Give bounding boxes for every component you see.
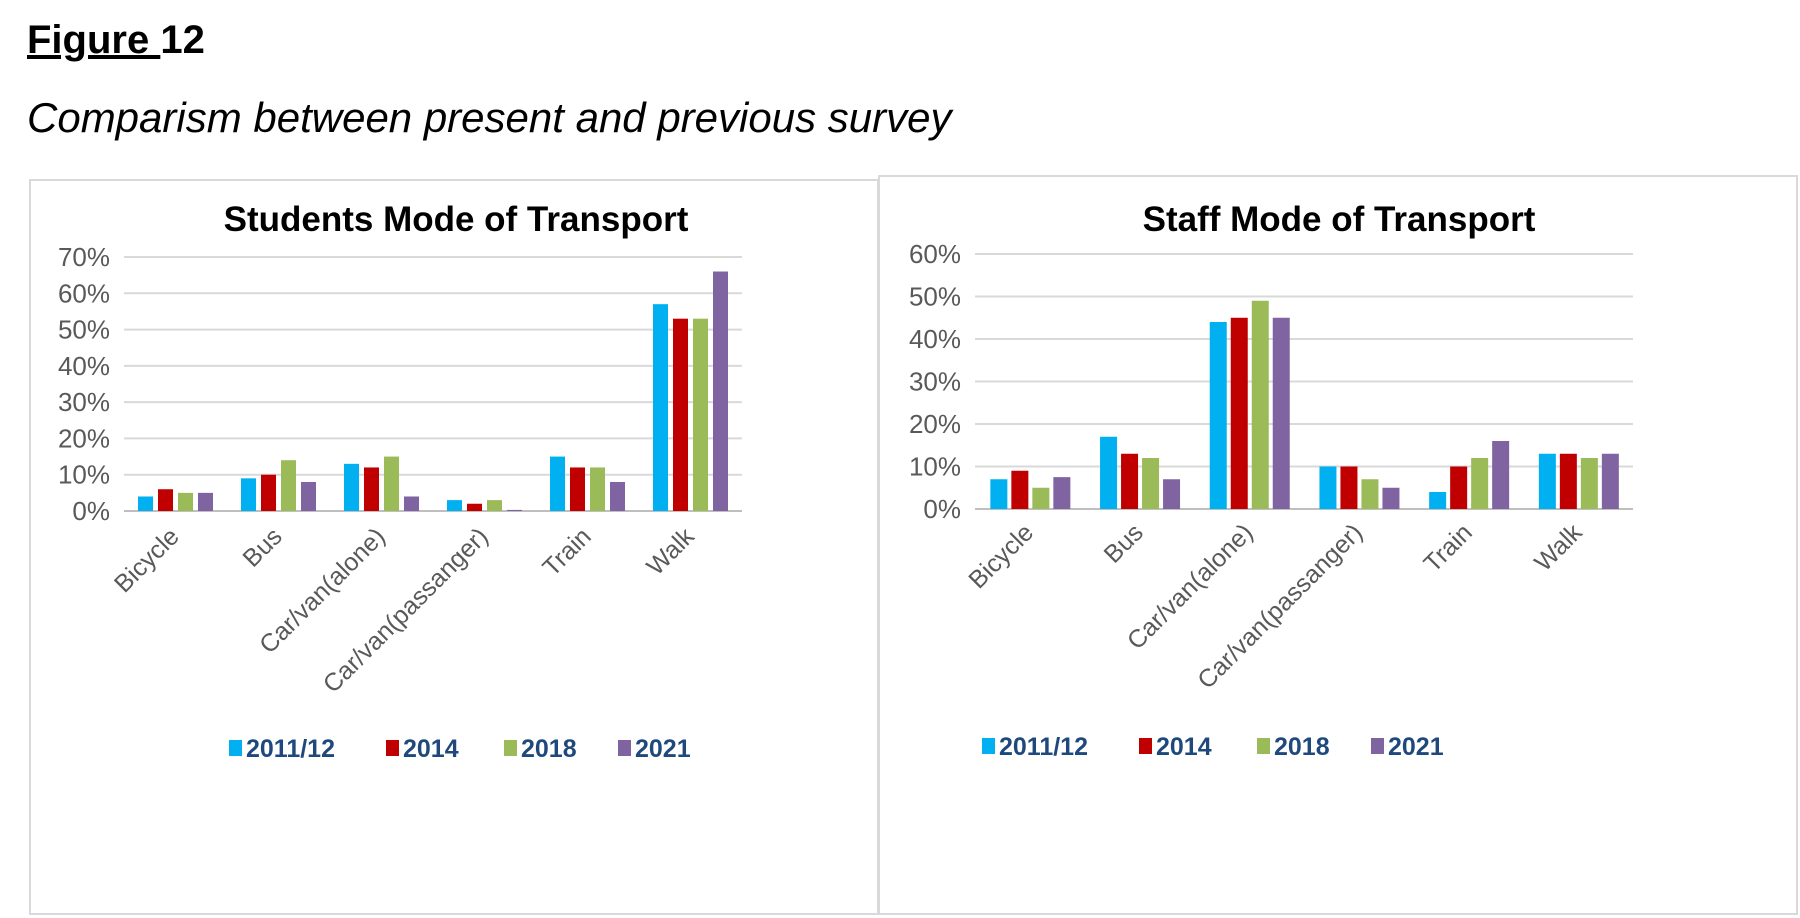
staff-x-tick-label: Train — [1418, 518, 1477, 577]
staff-bar-bus-2011-12 — [1100, 436, 1118, 509]
students-x-tick-label: Train — [537, 522, 596, 581]
students-bar-car-van-passanger-2021 — [507, 509, 522, 511]
figure-label: Figure 12 — [27, 18, 205, 63]
students-legend-label: 2014 — [403, 735, 459, 763]
staff-y-tick-label: 50% — [909, 282, 961, 312]
staff-chart-panel: Staff Mode of Transport 0% 10% 20% 30% 40% 50%… — [878, 175, 1798, 915]
staff-bar-bus-2021 — [1163, 479, 1181, 509]
staff-bar-train-2021 — [1492, 441, 1510, 509]
staff-y-tick-label: 10% — [909, 452, 961, 482]
students-legend-label: 2018 — [521, 735, 577, 763]
students-y-tick-label: 60% — [58, 278, 110, 308]
staff-bar-train-2011-12 — [1429, 492, 1447, 509]
staff-legend-swatch-2014 — [1139, 738, 1152, 754]
staff-bar-bicycle-2011-12 — [990, 479, 1008, 509]
students-y-tick-label: 20% — [58, 423, 110, 453]
students-bar-train-2011-12 — [550, 456, 565, 511]
students-bar-car-van-alone-2018 — [384, 456, 399, 511]
students-x-tick-label: Bicycle — [109, 522, 185, 598]
staff-bar-bicycle-2021 — [1053, 477, 1071, 509]
staff-bar-bus-2014 — [1121, 453, 1139, 509]
students-bar-train-2014 — [570, 467, 585, 511]
staff-y-tick-label: 30% — [909, 367, 961, 397]
students-legend-swatch-2018 — [504, 740, 517, 756]
students-y-tick-label: 10% — [58, 460, 110, 490]
staff-legend-swatch-2021 — [1371, 738, 1384, 754]
students-bar-bus-2021 — [301, 481, 316, 511]
staff-y-tick-label: 0% — [923, 494, 961, 524]
staff-bar-train-2014 — [1450, 466, 1468, 509]
staff-chart-title: Staff Mode of Transport — [1143, 200, 1536, 239]
students-bar-train-2021 — [610, 481, 625, 511]
students-bar-bicycle-2011-12 — [138, 496, 153, 511]
staff-bar-car-van-alone-2014 — [1230, 317, 1248, 509]
students-x-tick-label: Bus — [237, 522, 287, 572]
students-bar-bicycle-2018 — [178, 492, 193, 511]
staff-bar-car-van-passanger-2011-12 — [1319, 466, 1337, 509]
staff-bar-bicycle-2018 — [1032, 487, 1050, 509]
staff-legend-label: 2021 — [1388, 733, 1444, 761]
staff-bar-car-van-passanger-2018 — [1361, 479, 1379, 509]
staff-x-tick-label: Bicycle — [963, 518, 1039, 594]
staff-bar-car-van-passanger-2021 — [1382, 487, 1400, 509]
students-chart: Students Mode of Transport 0% 10% 20% 30% 40%… — [58, 200, 742, 763]
students-bar-train-2018 — [590, 467, 605, 511]
students-bar-bicycle-2014 — [158, 489, 173, 511]
staff-bar-walk-2018 — [1580, 458, 1598, 509]
staff-legend-label: 2014 — [1156, 733, 1212, 761]
students-bar-car-van-alone-2011-12 — [344, 463, 359, 511]
staff-bar-car-van-alone-2021 — [1272, 317, 1290, 509]
students-bar-car-van-passanger-2018 — [487, 500, 502, 511]
students-y-tick-label: 30% — [58, 387, 110, 417]
staff-bar-bus-2018 — [1142, 458, 1160, 509]
students-bar-car-van-passanger-2011-12 — [447, 500, 462, 511]
staff-x-tick-label: Walk — [1529, 518, 1588, 577]
students-bar-walk-2021 — [713, 271, 728, 511]
staff-bar-walk-2021 — [1601, 453, 1619, 509]
staff-bar-bicycle-2014 — [1011, 470, 1029, 509]
students-bar-bus-2018 — [281, 460, 296, 511]
students-y-tick-label: 40% — [58, 351, 110, 381]
staff-bar-walk-2014 — [1559, 453, 1577, 509]
staff-y-tick-label: 20% — [909, 409, 961, 439]
students-y-tick-label: 0% — [72, 496, 110, 526]
staff-bar-car-van-passanger-2014 — [1340, 466, 1358, 509]
students-chart-title: Students Mode of Transport — [224, 200, 689, 239]
students-legend-label: 2021 — [635, 735, 691, 763]
students-bar-walk-2011-12 — [653, 304, 668, 511]
students-bar-car-van-alone-2014 — [364, 467, 379, 511]
students-legend-swatch-2014 — [386, 740, 399, 756]
staff-chart: Staff Mode of Transport 0% 10% 20% 30% 40% 50%… — [909, 200, 1633, 761]
students-chart-panel: Students Mode of Transport 0% 10% 20% 30% 40%… — [29, 179, 879, 915]
staff-y-tick-label: 60% — [909, 239, 961, 269]
students-y-tick-label: 70% — [58, 242, 110, 272]
students-x-tick-label: Walk — [641, 522, 700, 581]
students-legend-swatch-2011-12 — [229, 740, 242, 756]
students-legend-label: 2011/12 — [246, 735, 335, 763]
students-bar-walk-2018 — [693, 318, 708, 511]
students-bar-bus-2011-12 — [241, 478, 256, 511]
students-bar-walk-2014 — [673, 318, 688, 511]
staff-legend-label: 2018 — [1274, 733, 1330, 761]
students-bar-car-van-alone-2021 — [404, 496, 419, 511]
staff-legend-label: 2011/12 — [999, 733, 1088, 761]
staff-legend-swatch-2011-12 — [982, 738, 995, 754]
staff-x-tick-label: Bus — [1099, 518, 1149, 568]
staff-bar-walk-2011-12 — [1538, 453, 1556, 509]
staff-bar-train-2018 — [1471, 458, 1489, 509]
figure-subtitle: Comparism between present and previous s… — [27, 94, 952, 141]
staff-y-tick-label: 40% — [909, 324, 961, 354]
staff-bar-car-van-alone-2018 — [1251, 300, 1269, 509]
staff-legend-swatch-2018 — [1257, 738, 1270, 754]
figure-label-word: Figure — [27, 18, 161, 62]
students-bar-car-van-passanger-2014 — [467, 503, 482, 511]
students-bar-bicycle-2021 — [198, 492, 213, 511]
figure-label-number: 12 — [160, 18, 205, 62]
students-bar-bus-2014 — [261, 474, 276, 511]
students-legend-swatch-2021 — [618, 740, 631, 756]
students-y-tick-label: 50% — [58, 315, 110, 345]
staff-bar-car-van-alone-2011-12 — [1209, 322, 1227, 509]
